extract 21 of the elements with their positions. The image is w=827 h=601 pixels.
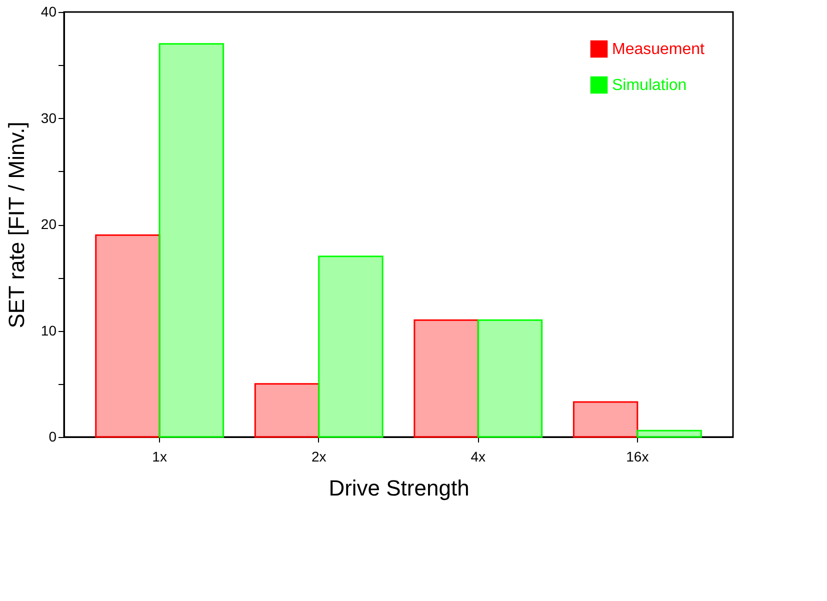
legend-label: Simulation <box>612 77 687 94</box>
bar <box>414 319 479 438</box>
y-tick-label: 10 <box>40 322 57 338</box>
bar <box>158 43 224 438</box>
x-tick-label: 16x <box>626 448 649 464</box>
x-tick-label: 1x <box>152 448 167 464</box>
y-tick-label: 20 <box>40 216 57 232</box>
bar <box>95 234 160 438</box>
y-axis-title: SET rate [FIT / Minv.] <box>4 122 29 328</box>
y-tick-label: 0 <box>48 428 57 444</box>
bar <box>572 401 638 438</box>
x-axis-title: Drive Strength <box>328 476 470 500</box>
bar <box>254 383 320 438</box>
y-tick-label: 40 <box>40 4 57 20</box>
x-tick-label: 2x <box>311 448 326 464</box>
bar <box>318 256 384 438</box>
y-tick-label: 30 <box>40 110 57 126</box>
bar <box>636 430 702 438</box>
legend-label: Measuement <box>612 41 706 58</box>
x-tick-label: 4x <box>470 448 486 464</box>
bar <box>477 319 543 438</box>
